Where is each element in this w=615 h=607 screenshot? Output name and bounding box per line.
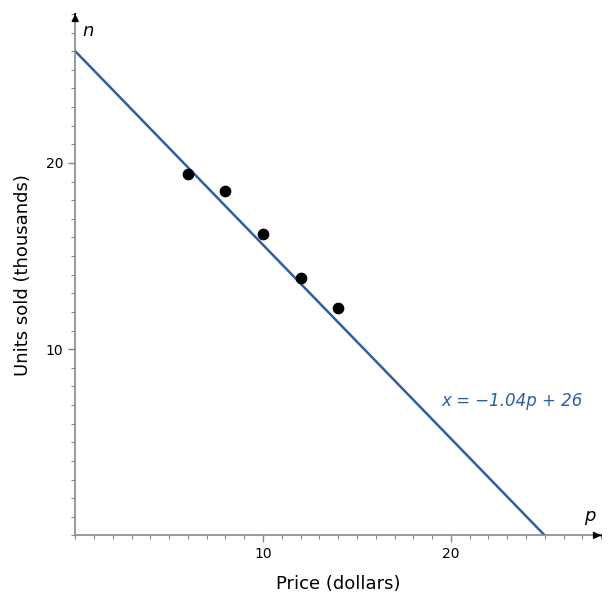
- Point: [183, 169, 193, 179]
- Text: x = −1.04p + 26: x = −1.04p + 26: [442, 392, 583, 410]
- Point: [258, 229, 268, 239]
- Point: [333, 304, 343, 313]
- Point: [221, 186, 231, 195]
- X-axis label: Price (dollars): Price (dollars): [276, 575, 400, 593]
- Point: [296, 274, 306, 283]
- Text: p: p: [584, 507, 596, 525]
- Text: n: n: [82, 22, 93, 39]
- Y-axis label: Units sold (thousands): Units sold (thousands): [14, 174, 32, 376]
